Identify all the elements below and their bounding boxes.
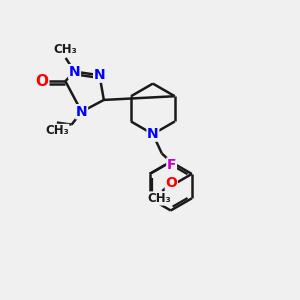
- Text: CH₃: CH₃: [54, 43, 77, 56]
- Text: N: N: [76, 105, 87, 119]
- Text: F: F: [167, 158, 176, 172]
- Text: CH₃: CH₃: [45, 124, 69, 137]
- Text: N: N: [69, 65, 80, 79]
- Text: O: O: [35, 74, 48, 89]
- Text: N: N: [94, 68, 105, 82]
- Text: N: N: [147, 127, 159, 141]
- Text: CH₃: CH₃: [147, 192, 171, 205]
- Text: O: O: [165, 176, 177, 190]
